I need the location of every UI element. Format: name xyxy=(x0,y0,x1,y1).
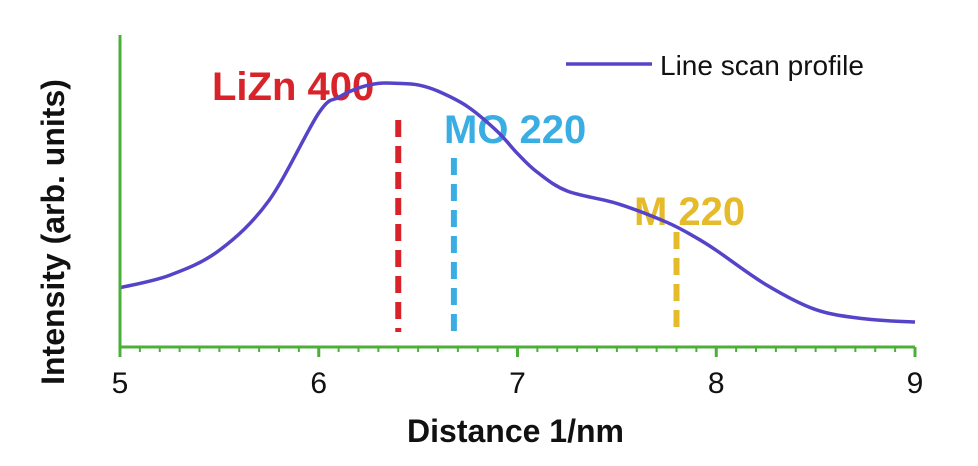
axes: 5 6 7 8 9 xyxy=(112,35,924,400)
legend-label: Line scan profile xyxy=(660,50,864,81)
x-axis-title: Distance 1/nm xyxy=(407,413,624,449)
marker-label: LiZn 400 xyxy=(212,65,374,109)
series-line-profile xyxy=(119,81,916,324)
marker-label: M 220 xyxy=(634,190,745,234)
plot-area: LiZn 400 MO 220 M 220 xyxy=(119,65,916,332)
x-tick-label: 7 xyxy=(509,367,526,400)
x-minor-ticks xyxy=(118,347,917,357)
legend: Line scan profile xyxy=(566,50,864,81)
x-tick-label: 6 xyxy=(310,367,327,400)
x-tick-labels: 5 6 7 8 9 xyxy=(112,367,924,400)
x-tick-label: 8 xyxy=(708,367,725,400)
x-tick-label: 9 xyxy=(907,367,924,400)
x-tick-label: 5 xyxy=(112,367,129,400)
y-axis-title: Intensity (arb. units) xyxy=(35,79,71,385)
marker-label: MO 220 xyxy=(444,108,586,152)
